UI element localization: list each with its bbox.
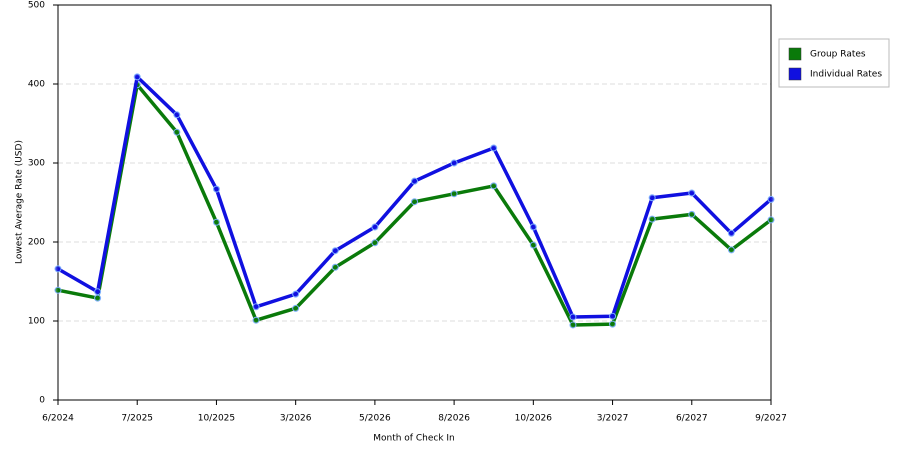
series-line [57, 75, 773, 319]
point [212, 185, 220, 193]
point [173, 111, 181, 119]
x-tick-label: 6/2024 [42, 414, 74, 424]
y-tick-label: 0 [39, 396, 45, 406]
point [212, 218, 220, 226]
point [94, 288, 102, 296]
x-tick-label: 7/2025 [121, 414, 153, 424]
x-tick-label: 6/2027 [676, 414, 708, 424]
y-tick-label: 200 [28, 238, 45, 248]
point [371, 239, 379, 247]
y-tick-label: 100 [28, 317, 45, 327]
point [331, 263, 339, 271]
point [727, 246, 735, 254]
point [331, 247, 339, 255]
y-tick-label: 400 [28, 80, 45, 90]
point [648, 215, 656, 223]
legend-label: Group Rates [810, 50, 866, 60]
point [569, 321, 577, 329]
y-axis-label: Lowest Average Rate (USD) [15, 140, 25, 264]
point [292, 304, 300, 312]
x-tick-label: 5/2026 [359, 414, 391, 424]
legend-label: Individual Rates [810, 70, 882, 80]
y-tick-label: 300 [28, 159, 45, 169]
x-tick-label: 8/2026 [438, 414, 470, 424]
point [490, 144, 498, 152]
point [54, 286, 62, 294]
x-tick-label: 10/2025 [198, 414, 235, 424]
point [450, 159, 458, 167]
point [252, 316, 260, 324]
point [767, 195, 775, 203]
x-tick-label: 3/2026 [280, 414, 312, 424]
point [371, 223, 379, 231]
x-tick-label: 9/2027 [755, 414, 787, 424]
point [411, 177, 418, 185]
point [450, 190, 458, 198]
x-axis-label: Month of Check In [373, 434, 455, 444]
point [609, 320, 617, 328]
point [133, 73, 141, 81]
point [648, 194, 656, 202]
legend-swatch [788, 67, 802, 81]
point [54, 265, 62, 273]
point [252, 303, 260, 311]
point [94, 294, 102, 302]
point [569, 313, 577, 321]
y-tick-label: 500 [28, 1, 45, 11]
x-tick-label: 3/2027 [597, 414, 629, 424]
point [490, 182, 498, 190]
point [292, 290, 300, 298]
point [727, 229, 735, 237]
point [767, 216, 775, 224]
legend-swatch [788, 47, 802, 61]
point [529, 241, 537, 249]
point [688, 189, 696, 197]
point [688, 210, 696, 218]
x-tick-label: 10/2026 [515, 414, 553, 424]
point [529, 223, 537, 231]
point [411, 198, 418, 206]
point [609, 312, 617, 320]
point [173, 128, 181, 136]
